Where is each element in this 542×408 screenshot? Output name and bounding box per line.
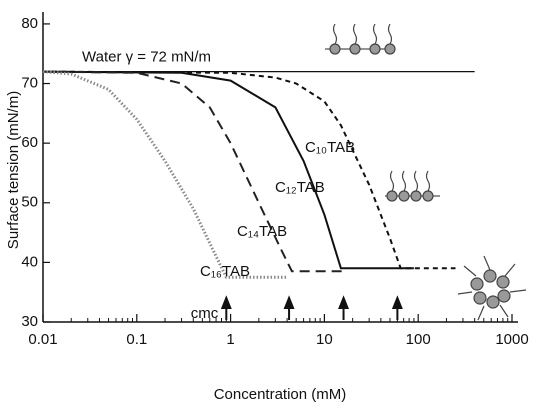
x-tick-label: 100 bbox=[406, 331, 431, 348]
y-tick-label: 60 bbox=[21, 134, 38, 151]
y-tick-label: 30 bbox=[21, 313, 38, 330]
series-label: C₁₄TAB bbox=[237, 223, 287, 240]
cmc-arrow bbox=[338, 295, 350, 320]
y-tick-label: 40 bbox=[21, 253, 38, 270]
cmc-label: cmc bbox=[191, 305, 219, 322]
reference-label: Water γ = 72 mN/m bbox=[82, 49, 211, 66]
y-tick-label: 70 bbox=[21, 75, 38, 92]
y-tick-label: 50 bbox=[21, 194, 38, 211]
x-tick-label: 1 bbox=[226, 331, 234, 348]
series-line bbox=[42, 70, 288, 279]
series-label: C₁₀TAB bbox=[305, 139, 355, 156]
y-axis-label: Surface tension (mN/m) bbox=[5, 91, 22, 249]
y-tick-label: 80 bbox=[21, 15, 38, 32]
cmc-arrow bbox=[220, 295, 232, 320]
x-tick-label: 0.1 bbox=[126, 331, 147, 348]
series-line bbox=[42, 70, 414, 270]
cmc-arrow bbox=[283, 295, 295, 320]
surfactant-icons bbox=[325, 23, 527, 321]
series-line bbox=[42, 70, 456, 270]
series-label: C₁₆TAB bbox=[200, 263, 250, 280]
x-tick-label: 0.01 bbox=[28, 331, 57, 348]
series-line bbox=[42, 70, 346, 273]
cmc-arrow bbox=[391, 295, 403, 320]
x-axis-label: Concentration (mM) bbox=[214, 386, 347, 403]
x-tick-label: 10 bbox=[316, 331, 333, 348]
x-tick-label: 1000 bbox=[495, 331, 528, 348]
series-label: C₁₂TAB bbox=[275, 179, 325, 196]
